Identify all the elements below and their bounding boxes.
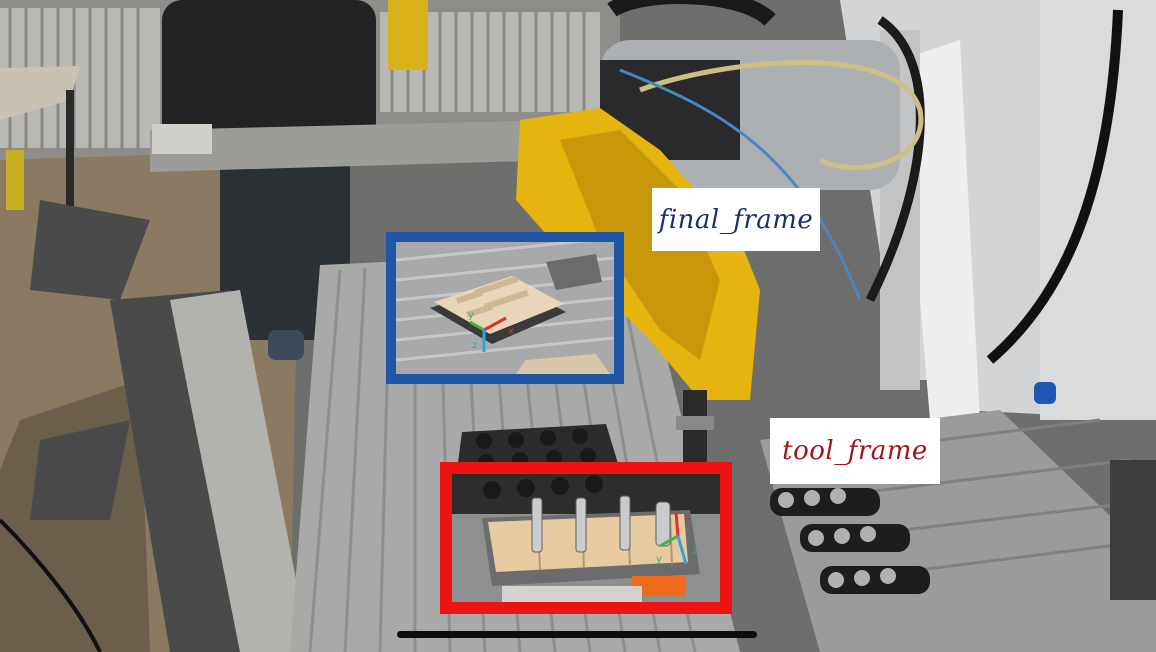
final-frame-label: final_frame — [652, 188, 820, 251]
final-frame-y-label: y — [468, 310, 474, 321]
tool-frame-box: x y z — [440, 462, 732, 614]
home-indicator-bar[interactable] — [397, 631, 757, 638]
tool-frame-y-label: y — [656, 554, 662, 565]
final-frame-z-label: z — [472, 340, 477, 351]
final-frame-axes: x y z — [468, 310, 514, 352]
final-frame-y-axis — [469, 320, 485, 332]
tool-frame-z-label: z — [692, 546, 697, 557]
robot-cell-frame — [840, 0, 1156, 420]
final-frame-zoom-view: x y z — [396, 242, 614, 374]
robot-arm — [516, 0, 924, 470]
tool-frame-label: tool_frame — [770, 418, 940, 484]
final-frame-x-label: x — [508, 326, 514, 337]
final-frame-box: x y z — [386, 232, 624, 384]
tool-frame-zoom-view: x y z — [452, 474, 720, 602]
final-frame-x-axis — [483, 316, 507, 332]
tool-frame-axes: x y z — [656, 511, 697, 565]
tool-frame-x-axis — [674, 511, 680, 537]
tool-frame-z-axis — [676, 535, 688, 565]
tool-frame-y-axis — [659, 534, 679, 548]
tool-frame-x-label: x — [684, 512, 690, 523]
